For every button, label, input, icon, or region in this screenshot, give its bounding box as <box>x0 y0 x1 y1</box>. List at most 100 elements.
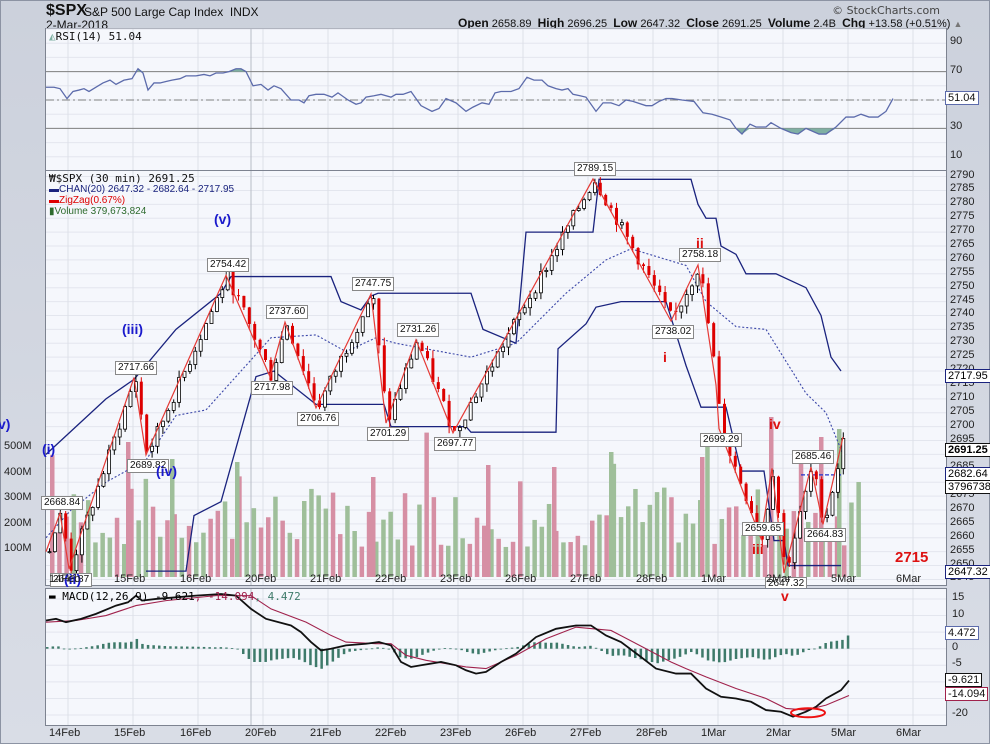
macd-x-tick: 6Mar <box>896 727 922 739</box>
rsi-panel[interactable]: ◭RSI(14) 51.04 <box>45 28 947 172</box>
price-y-tick: 2670 <box>950 501 975 514</box>
wave-label-blue: (ii) <box>64 571 82 587</box>
price-legend: ₩$SPX (30 min) 2691.25 <box>49 172 195 185</box>
macd-x-tick: 16Feb <box>180 727 212 739</box>
macd-x-tick: 15Feb <box>114 727 146 739</box>
price-x-tick: 15Feb <box>114 573 146 585</box>
rsi-area-icon: ◭ <box>49 30 56 43</box>
price-x-tick: 23Feb <box>440 573 472 585</box>
wave-label-red: iii <box>752 541 764 557</box>
wave-label-blue: (iv) <box>156 463 177 479</box>
macd-x-tick: 23Feb <box>440 727 472 739</box>
zigzag-pivot-label: 2697.77 <box>434 436 477 451</box>
volume-legend: ▮Volume 379,673,824 <box>49 206 147 217</box>
price-y-tick: 2705 <box>950 404 975 417</box>
price-y-tick: 2660 <box>950 529 975 542</box>
price-plot <box>45 171 946 585</box>
price-y-tick: 2710 <box>950 390 975 403</box>
macd-panel[interactable]: ▬ MACD(12,26,9) -9.621, -14.094, 4.472 <box>45 588 947 726</box>
zigzag-pivot-label: 2701.29 <box>367 427 410 442</box>
rsi-current-tag: 51.04 <box>945 90 979 105</box>
price-y-tick: 2700 <box>950 418 975 431</box>
zigzag-line-icon: ▬ <box>49 195 59 206</box>
zigzag-pivot-label: 2717.98 <box>251 380 294 395</box>
macd-y-tick: -20 <box>952 707 968 720</box>
price-y-tick: 2730 <box>950 335 975 348</box>
macd-x-tick: 1Mar <box>701 727 727 739</box>
macd-y-tick: 0 <box>952 640 959 653</box>
price-y-tick: 2735 <box>950 321 975 334</box>
zigzag-pivot-label: 2717.66 <box>115 360 158 375</box>
rsi-y-tick: 10 <box>950 148 963 161</box>
zigzag-legend: ▬ZigZag(0.67%) <box>49 195 126 206</box>
macd-y-tick: -5 <box>952 657 962 670</box>
price-y-tick: 2780 <box>950 196 975 209</box>
zigzag-pivot-label: 2699.29 <box>700 432 743 447</box>
macd-line-icon: ▬ <box>49 590 56 603</box>
macd-x-tick: 2Mar <box>766 727 792 739</box>
volume-y-tick: 200M <box>4 516 32 529</box>
price-y-tick: 2760 <box>950 251 975 264</box>
macd-x-tick: 21Feb <box>310 727 342 739</box>
price-x-tick: 28Feb <box>636 573 668 585</box>
zigzag-pivot-label: 2747.75 <box>352 276 395 291</box>
macd-x-tick: 26Feb <box>505 727 537 739</box>
price-x-tick: 1Mar <box>701 573 727 585</box>
volume-bars-icon: ▮ <box>49 206 55 217</box>
zigzag-pivot-label: 2731.26 <box>397 322 440 337</box>
chan-mid-tag: 2682.64 <box>945 466 990 481</box>
rsi-y-tick: 30 <box>950 120 963 133</box>
macd-x-tick: 28Feb <box>636 727 668 739</box>
price-x-tick: 27Feb <box>570 573 602 585</box>
macd-x-tick: 20Feb <box>245 727 277 739</box>
rsi-plot <box>46 28 946 172</box>
price-panel[interactable]: ₩$SPX (30 min) 2691.25 ▬CHAN(20) 2647.32… <box>0 161 947 605</box>
zigzag-pivot-label: 2659.65 <box>742 521 785 536</box>
rsi-y-tick: 90 <box>950 35 963 48</box>
rsi-legend: ◭RSI(14) 51.04 <box>49 30 142 43</box>
wave-label-blue: (iii) <box>122 321 143 337</box>
chan-line-icon: ▬ <box>49 184 59 195</box>
chan-lower-tag: 2647.32 <box>945 564 990 579</box>
price-y-tick: 2655 <box>950 543 975 556</box>
wave-label-red: iv <box>769 416 781 432</box>
zigzag-pivot-label: 2664.83 <box>804 528 847 543</box>
price-y-tick: 2790 <box>950 168 975 181</box>
candlestick-icon: ₩ <box>49 172 56 185</box>
up-triangle-icon: ▲ <box>953 19 963 29</box>
target-annotation: 2715 <box>895 549 929 566</box>
price-x-tick: 20Feb <box>245 573 277 585</box>
price-y-tick: 2665 <box>950 515 975 528</box>
zigzag-pivot-label: 2689.82 <box>127 458 170 473</box>
volume-y-tick: 300M <box>4 491 32 503</box>
volume-y-tick: 400M <box>4 465 32 478</box>
macd-x-tick: 14Feb <box>49 727 81 739</box>
zigzag-pivot-label: 2738.02 <box>652 324 695 339</box>
wave-label-red: ii <box>696 235 704 251</box>
price-x-tick: 2Mar <box>766 573 792 585</box>
price-y-tick: 2775 <box>950 210 975 223</box>
zigzag-pivot-label: 2789.15 <box>574 161 617 176</box>
price-y-tick: 2725 <box>950 349 975 362</box>
price-y-tick: 2770 <box>950 224 975 237</box>
price-y-tick: 2740 <box>950 307 975 320</box>
wave-label-red: i <box>663 349 667 365</box>
rsi-y-tick: 70 <box>950 63 963 76</box>
price-x-tick: 21Feb <box>310 573 342 585</box>
price-x-tick: 6Mar <box>896 573 922 585</box>
zigzag-pivot-label: 2754.42 <box>207 258 250 273</box>
ohlc-summary: Open 2658.89 High 2696.25 Low 2647.32 Cl… <box>458 16 963 30</box>
copyright: © StockCharts.com <box>832 4 940 17</box>
macd-hist-tag: 4.472 <box>945 625 979 640</box>
zigzag-pivot-label: 2668.84 <box>41 496 84 511</box>
macd-legend: ▬ MACD(12,26,9) -9.621, -14.094, 4.472 <box>49 590 301 603</box>
security-name: S&P 500 Large Cap Index INDX <box>84 5 259 19</box>
zigzag-pivot-label: 2706.76 <box>297 411 340 426</box>
price-x-tick: 22Feb <box>375 573 407 585</box>
price-x-tick: 26Feb <box>505 573 537 585</box>
macd-x-tick: 27Feb <box>570 727 602 739</box>
macd-x-tick: 22Feb <box>375 727 407 739</box>
macd-x-tick: 5Mar <box>831 727 857 739</box>
volume-y-tick: 100M <box>4 542 32 554</box>
price-x-tick: 5Mar <box>831 573 857 585</box>
